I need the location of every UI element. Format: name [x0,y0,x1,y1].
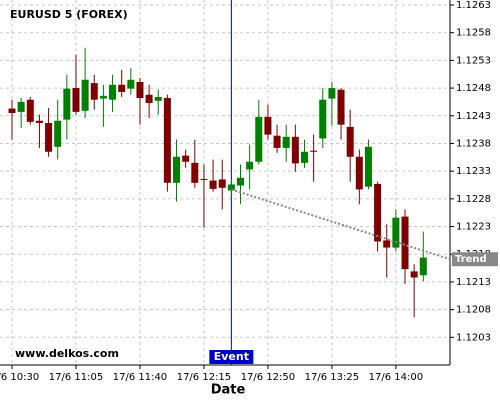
candle-body [346,126,354,157]
candle-body [191,162,199,183]
chart-title: EURUSD 5 (FOREX) [10,8,128,21]
candle-body [72,88,80,112]
candle-body [310,150,318,152]
event-label: Event [214,350,249,363]
candle-body [419,257,427,276]
y-tick-label: 1.1243 [456,111,491,122]
candle-body [237,177,244,186]
trend-label-box [452,252,498,267]
y-tick-label: 1.1228 [456,194,491,205]
candle-body [273,135,281,148]
y-tick-label: 1.1258 [456,28,491,39]
candle-body [17,101,25,112]
candle-body [63,88,71,120]
candle-body [246,161,254,170]
candle-body [383,240,391,248]
x-tick-label: 17/6 12:15 [177,372,231,383]
candle-body [264,116,272,135]
candle-body [26,99,34,122]
candle-body [54,120,62,147]
candle-body [328,88,336,99]
y-tick-label: 1.1263 [456,0,491,11]
candle-body [319,99,327,139]
x-tick-label: 17/6 11:05 [49,372,103,383]
candle-body [136,81,144,99]
candle-body [291,136,299,164]
x-tick-label: 17/6 11:40 [113,372,167,383]
x-tick-label: 17/6 14:00 [369,372,423,383]
candle-body [173,156,181,183]
x-tick-label: 17/6 13:25 [305,372,359,383]
candle-body [355,156,363,190]
x-tick-label: 17/6 10:30 [0,372,39,383]
y-tick-label: 1.1213 [456,277,491,288]
candle-body [392,217,400,248]
y-tick-label: 1.1223 [456,222,491,233]
candle-body [227,184,235,191]
candle-body [99,95,107,99]
candle-body [374,183,382,242]
candle-body [218,179,226,188]
trend-line [231,188,451,261]
candle-body [45,122,53,152]
candle-body [109,84,117,100]
candle-body [127,79,135,89]
x-axis-label: Date [211,383,246,398]
candle-body [209,180,217,189]
candle-body [118,84,126,92]
trend-label: Trend [455,254,487,265]
y-tick-label: 1.1233 [456,166,491,177]
candle-body [200,178,208,180]
x-tick-label: 17/6 12:50 [241,372,295,383]
y-tick-label: 1.1203 [456,332,491,343]
candle-body [163,98,171,183]
candle-body [182,155,190,162]
candle-body [401,216,409,270]
y-tick-label: 1.1253 [456,55,491,66]
watermark: www.delkos.com [15,347,119,360]
candle-body [337,89,345,125]
y-tick-label: 1.1208 [456,305,491,316]
candle-body [154,96,162,101]
candle-body [145,94,153,104]
event-label-box [209,350,254,364]
candle-body [255,116,263,162]
y-tick-label: 1.1238 [456,138,491,149]
candle-body [410,271,418,278]
candle-body [300,151,308,163]
candle-body [8,108,16,113]
y-tick-label: 1.1248 [456,83,491,94]
candle-body [282,136,290,148]
candle-body [35,120,43,123]
candle-body [81,79,89,111]
candle-body [90,83,98,100]
candle-body [364,146,372,187]
